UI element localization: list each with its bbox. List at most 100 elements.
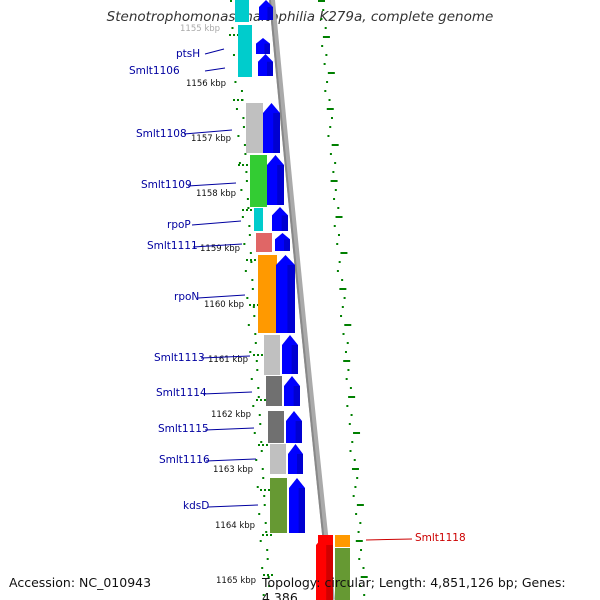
leader-line: [183, 129, 233, 135]
gc-dot: [268, 585, 271, 587]
gc-dot: [330, 117, 333, 119]
tick-label: 1155 kbp: [180, 24, 220, 34]
leader-line: [205, 458, 257, 462]
gc-dot: [343, 360, 351, 362]
gc-dot: [254, 333, 257, 335]
gc-dot: [337, 234, 340, 236]
gc-dot: [248, 234, 251, 236]
tick-label: 1160 kbp: [204, 300, 244, 310]
gc-dot: [322, 36, 330, 38]
cds-arrow: [288, 444, 303, 474]
feature-block-smlt1111: [256, 233, 272, 252]
gc-dot: [355, 540, 363, 542]
leader-line: [202, 391, 253, 395]
gc-dot: [260, 450, 263, 452]
gc-dot: [335, 216, 343, 218]
gc-dot: [334, 162, 337, 164]
gc-dot: [341, 306, 344, 308]
feature-block-upstream: [235, 0, 249, 22]
gc-dot: [263, 495, 266, 497]
gc-dot: [256, 486, 259, 488]
feature-block-smlt1114: [266, 376, 282, 406]
gc-dot: [244, 270, 247, 272]
cds-arrow-shade: [295, 421, 302, 443]
gc-dot: [327, 72, 335, 74]
gc-dot: [230, 0, 232, 2]
gene-label-smlt1108: Smlt1108: [136, 128, 187, 140]
gc-dot: [360, 576, 368, 578]
gc-dot: [355, 513, 358, 515]
gc-dot: [243, 243, 246, 245]
gc-dot: [252, 405, 255, 407]
cds-arrow: [289, 478, 305, 533]
gc-dot: [347, 369, 350, 371]
gc-dot: [332, 171, 335, 173]
tick-label: 1157 kbp: [191, 134, 231, 144]
gc-dot: [363, 594, 366, 596]
feature-block-rpop: [254, 208, 263, 231]
tick-label: 1163 kbp: [213, 465, 253, 475]
gc-dot: [334, 189, 337, 191]
cds-arrow-shade: [264, 43, 270, 54]
leader-line: [191, 220, 242, 226]
gc-dot: [259, 540, 262, 542]
gc-dot: [242, 126, 245, 128]
gc-dot: [356, 504, 364, 506]
gc-dot: [348, 423, 351, 425]
gc-dot: [324, 90, 327, 92]
feature-block-kdsd: [270, 478, 287, 533]
gc-dot: [266, 558, 269, 560]
gc-dot: [320, 18, 323, 20]
gc-dot: [346, 342, 349, 344]
gc-dot: [255, 360, 258, 362]
gc-dot: [251, 279, 254, 281]
tick-label: 1158 kbp: [196, 189, 236, 199]
tick-label: 1161 kbp: [208, 355, 248, 365]
gc-dot: [328, 99, 331, 101]
gene-label-rpop: rpoP: [167, 219, 191, 231]
tick-label: 1159 kbp: [200, 244, 240, 254]
gc-dot: [247, 207, 250, 209]
gene-label-smlt1111: Smlt1111: [147, 240, 198, 252]
gc-dot: [259, 423, 262, 425]
gc-dot: [340, 315, 343, 317]
gc-dot: [329, 126, 332, 128]
feature-block-rpon: [258, 255, 277, 333]
gc-dot: [348, 396, 356, 398]
gc-dot: [252, 306, 255, 308]
gc-dot: [357, 531, 360, 533]
gc-dot: [358, 558, 361, 560]
gc-content-dots: [229, 0, 368, 596]
leader-line: [204, 48, 225, 55]
accession-text: Accession: NC_010943: [9, 575, 152, 590]
feature-block-smlt1106: [238, 25, 252, 77]
cds-arrow: [316, 535, 333, 600]
gc-dot: [249, 252, 252, 254]
gc-dot: [258, 513, 261, 515]
gc-dot: [322, 9, 325, 11]
gc-dot: [238, 162, 241, 164]
gc-dot: [318, 0, 325, 2]
cds-arrow-shade: [287, 265, 295, 333]
cds-arrow-shade: [326, 545, 333, 600]
gc-dot: [232, 54, 235, 56]
gc-dot: [338, 261, 341, 263]
gc-dot: [245, 180, 248, 182]
gc-dot: [264, 522, 267, 524]
gc-dot: [241, 99, 244, 101]
gc-dot: [351, 468, 359, 470]
gc-dot: [262, 594, 265, 596]
gc-dot: [353, 459, 356, 461]
gene-labels: ptsH Smlt1106 Smlt1108 Smlt1109 rpoP Smlt1111…: [129, 48, 466, 544]
gc-dot: [253, 315, 256, 317]
gc-dot: [336, 243, 339, 245]
gc-dot: [345, 378, 348, 380]
gc-dot: [248, 225, 251, 227]
leader-line: [365, 538, 413, 541]
gc-dot: [351, 441, 354, 443]
tick-label: 1156 kbp: [186, 79, 226, 89]
feature-block-smlt1108: [246, 103, 263, 153]
genome-backbone: [269, 0, 335, 600]
kbp-ticks: 1155 kbp 1156 kbp 1157 kbp 1158 kbp 1159 kbp…: [180, 24, 256, 586]
